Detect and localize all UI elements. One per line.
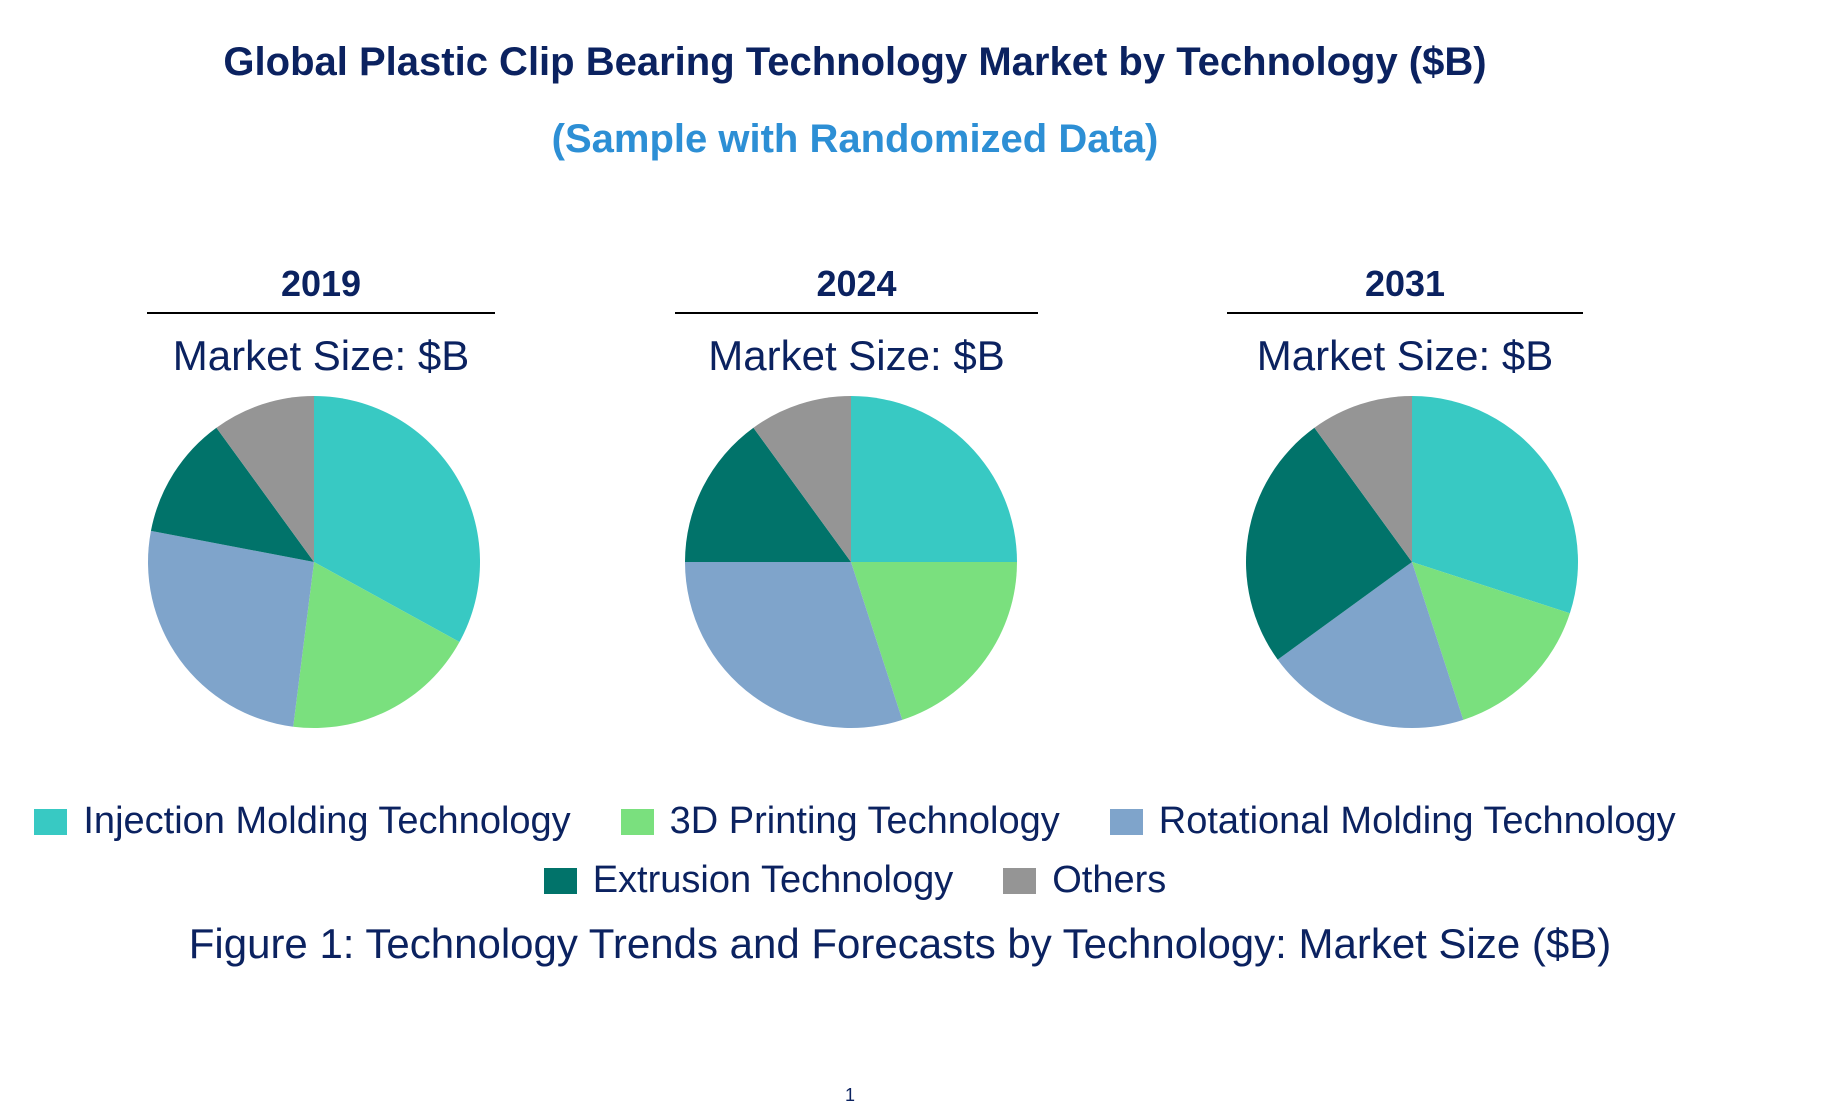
pie-slice-rotational-molding-technology [685,562,903,728]
market-size-label: Market Size: $B [1256,332,1554,379]
pie-slice-extrusion-technology [150,427,314,562]
legend-label: Rotational Molding Technology [1158,800,1676,842]
figure-caption: Figure 1: Technology Trends and Forecast… [188,920,1612,967]
legend-item-rotational-molding: Rotational Molding Technology [1109,800,1676,843]
legend-swatch [34,808,68,835]
pie-slice-rotational-molding-technology [147,530,314,727]
legend-label: 3D Printing Technology [669,800,1060,842]
pie-slice-extrusion-technology [1245,427,1412,660]
legend-label: Injection Molding Technology [83,800,571,842]
year-label: 2024 [675,262,1038,314]
legend-swatch [1003,867,1037,894]
pie-slice-extrusion-technology [685,427,851,562]
legend-swatch [620,808,654,835]
pie-slice-injection-molding-technology [314,396,480,642]
pie-2019 [147,396,480,729]
pie-block-2019: 2019 Market Size: $B [147,262,495,380]
pie-2031 [1245,396,1579,728]
pie-slice-3d-printing-technology [851,562,1017,720]
pie-slice-injection-molding-technology [851,396,1017,562]
page-number: 1 [845,1085,856,1105]
pie-slice-3d-printing-technology [1412,562,1570,720]
pie-block-2031: 2031 Market Size: $B [1227,262,1583,380]
legend-swatch [543,867,577,894]
legend-item-others: Others [1003,859,1166,902]
market-size-label: Market Size: $B [708,332,1005,379]
legend-swatch [1109,808,1143,835]
chart-title: Global Plastic Clip Bearing Technology M… [223,40,1487,84]
legend-item-3d-printing: 3D Printing Technology [620,800,1060,843]
legend-label: Others [1052,859,1167,901]
pie-slice-injection-molding-technology [1412,396,1579,614]
legend: Injection Molding Technology 3D Printing… [0,800,1710,902]
year-label: 2019 [147,262,495,314]
legend-row: Extrusion Technology Others [0,859,1710,902]
pie-slice-3d-printing-technology [293,562,460,729]
pie-slice-others [753,396,851,562]
pie-block-2024: 2024 Market Size: $B [675,262,1038,380]
pie-slice-others [216,396,314,562]
market-size-label: Market Size: $B [172,332,470,379]
pie-2024 [685,396,1017,728]
legend-label: Extrusion Technology [592,859,954,901]
legend-row: Injection Molding Technology 3D Printing… [0,800,1710,843]
chart-subtitle: (Sample with Randomized Data) [551,117,1159,161]
year-label: 2031 [1227,262,1583,314]
legend-item-extrusion: Extrusion Technology [543,859,954,902]
pie-slice-rotational-molding-technology [1277,562,1464,728]
legend-item-injection-molding: Injection Molding Technology [34,800,571,843]
pie-slice-others [1314,396,1412,562]
